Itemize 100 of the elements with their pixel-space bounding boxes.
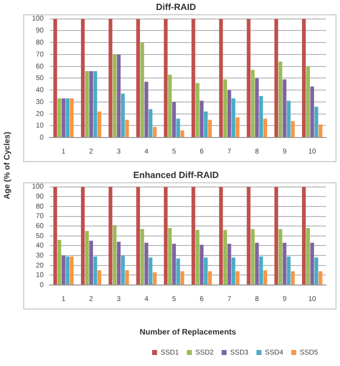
bar (196, 230, 200, 284)
bar (314, 258, 318, 284)
bar (250, 70, 255, 138)
bar (164, 186, 168, 284)
bar (259, 256, 263, 284)
bar (148, 109, 152, 138)
bar (85, 71, 89, 138)
bar (53, 18, 58, 138)
bar (125, 120, 129, 138)
bar (148, 258, 152, 284)
bar (121, 256, 125, 284)
bar (93, 71, 98, 138)
bar (236, 271, 240, 284)
bar (302, 18, 306, 138)
bar (140, 229, 144, 284)
bar (227, 244, 232, 284)
bar (282, 242, 286, 284)
bar (93, 256, 98, 284)
bar (168, 74, 172, 138)
bar (192, 186, 196, 284)
bar (136, 186, 140, 284)
bar (318, 124, 322, 138)
bar (108, 18, 112, 138)
bar (278, 62, 282, 138)
bar (98, 111, 102, 138)
bar (219, 18, 223, 138)
bar (286, 100, 291, 138)
bar (263, 270, 268, 284)
bar (152, 272, 157, 284)
bar (62, 256, 66, 284)
bar (310, 242, 314, 284)
bar (232, 98, 236, 138)
bar (125, 270, 129, 284)
bar (250, 229, 255, 284)
bar (62, 98, 66, 138)
bar (255, 78, 259, 138)
bar (246, 18, 250, 138)
bar (144, 242, 148, 284)
bar (57, 240, 62, 284)
bar (278, 229, 282, 284)
bar (200, 100, 204, 138)
bar (112, 54, 116, 138)
bar (192, 18, 196, 138)
bar (236, 117, 240, 138)
bar (274, 18, 278, 138)
bar (116, 242, 121, 284)
bar (219, 186, 223, 284)
bar (98, 270, 102, 284)
bar (112, 225, 116, 284)
bar (246, 186, 250, 284)
bar (290, 120, 295, 138)
bar (232, 258, 236, 284)
bar (80, 186, 85, 284)
bar (314, 106, 318, 138)
bar (227, 90, 232, 138)
bar (176, 258, 180, 284)
y-axis-title: Age (% of Cycles) (2, 131, 12, 199)
bar (168, 228, 172, 284)
bar (144, 82, 148, 138)
bar (223, 79, 228, 138)
bar (310, 86, 314, 138)
bar (180, 130, 184, 138)
bar (66, 98, 70, 138)
bar (108, 186, 112, 284)
bar (57, 98, 62, 138)
bar (89, 71, 93, 138)
bar (85, 230, 89, 284)
bar (140, 42, 144, 138)
bar (176, 118, 180, 138)
chart-title: Enhanced Diff-RAID (133, 170, 220, 180)
bar (223, 230, 228, 284)
bar (306, 228, 310, 284)
bar (196, 82, 200, 138)
bar (172, 102, 176, 138)
bar (172, 244, 176, 284)
bar (263, 118, 268, 138)
bar (66, 256, 70, 284)
bar (259, 96, 263, 138)
chart-title: Diff-RAID (156, 2, 196, 12)
bar (152, 126, 157, 138)
bar (208, 271, 212, 284)
bar (116, 54, 121, 138)
bar (282, 79, 286, 138)
bar (286, 256, 291, 284)
bar (89, 240, 93, 284)
bar (53, 186, 58, 284)
x-axis-title: Number of Replacements (140, 327, 237, 336)
bar (136, 18, 140, 138)
bar (70, 256, 74, 284)
bar (255, 242, 259, 284)
bar (290, 271, 295, 284)
bar (121, 94, 125, 138)
bar (80, 18, 85, 138)
bar (180, 271, 184, 284)
bar (204, 258, 208, 284)
bar (164, 18, 168, 138)
bar (200, 244, 204, 284)
bar (306, 66, 310, 138)
bar (208, 120, 212, 138)
bar (204, 111, 208, 138)
